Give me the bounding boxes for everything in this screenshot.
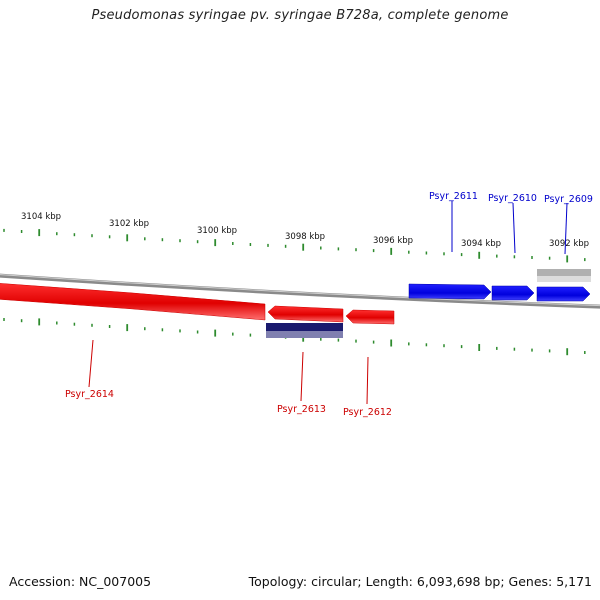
gene-psyr-2611[interactable] — [408, 283, 492, 300]
scale-label-3098: 3098 kbp — [285, 232, 325, 242]
gene-psyr-2612[interactable] — [345, 309, 395, 325]
genome-summary-text: Topology: circular; Length: 6,093,698 bp… — [248, 574, 592, 589]
map-title: Pseudomonas syringae pv. syringae B728a,… — [91, 8, 509, 23]
genome-backbone-highlight — [0, 274, 600, 307]
scale-labels: 3104 kbp 3102 kbp 3100 kbp 3098 kbp 3096… — [21, 212, 589, 249]
label-psyr-2613[interactable]: Psyr_2613 — [277, 404, 326, 415]
gene-labels: Psyr_2611 Psyr_2610 Psyr_2609 Psyr_2614 … — [65, 191, 593, 418]
leader-psyr-2612 — [366, 356, 369, 405]
gene-psyr-2610[interactable] — [491, 285, 535, 301]
scale-label-3104: 3104 kbp — [21, 212, 61, 222]
feature-bar-grey — [537, 269, 591, 276]
feature-bar-grey-light — [537, 276, 591, 282]
gene-psyr-2614[interactable] — [0, 283, 266, 321]
leader-psyr-2614 — [88, 339, 94, 388]
label-psyr-2611[interactable]: Psyr_2611 — [429, 191, 478, 202]
scale-label-3096: 3096 kbp — [373, 236, 413, 246]
label-psyr-2610[interactable]: Psyr_2610 — [488, 193, 537, 204]
scale-label-3094: 3094 kbp — [461, 239, 501, 249]
scale-label-3100: 3100 kbp — [197, 226, 237, 236]
accession-text: Accession: NC_007005 — [9, 574, 152, 589]
scale-ticks-upper — [3, 228, 586, 263]
scale-ticks-lower — [3, 318, 586, 356]
leader-psyr-2609 — [564, 202, 568, 255]
feature-bar-navy-shade — [266, 331, 343, 338]
gene-psyr-2609[interactable] — [536, 286, 591, 302]
label-psyr-2612[interactable]: Psyr_2612 — [343, 407, 392, 418]
leader-psyr-2610 — [512, 202, 516, 254]
scale-label-3092: 3092 kbp — [549, 239, 589, 249]
feature-bar-navy — [266, 323, 343, 331]
gene-psyr-2613[interactable] — [267, 305, 344, 323]
scale-label-3102: 3102 kbp — [109, 219, 149, 229]
label-psyr-2609[interactable]: Psyr_2609 — [544, 194, 593, 205]
genome-backbone — [0, 273, 600, 309]
label-psyr-2614[interactable]: Psyr_2614 — [65, 389, 114, 400]
leader-psyr-2613 — [300, 351, 304, 402]
